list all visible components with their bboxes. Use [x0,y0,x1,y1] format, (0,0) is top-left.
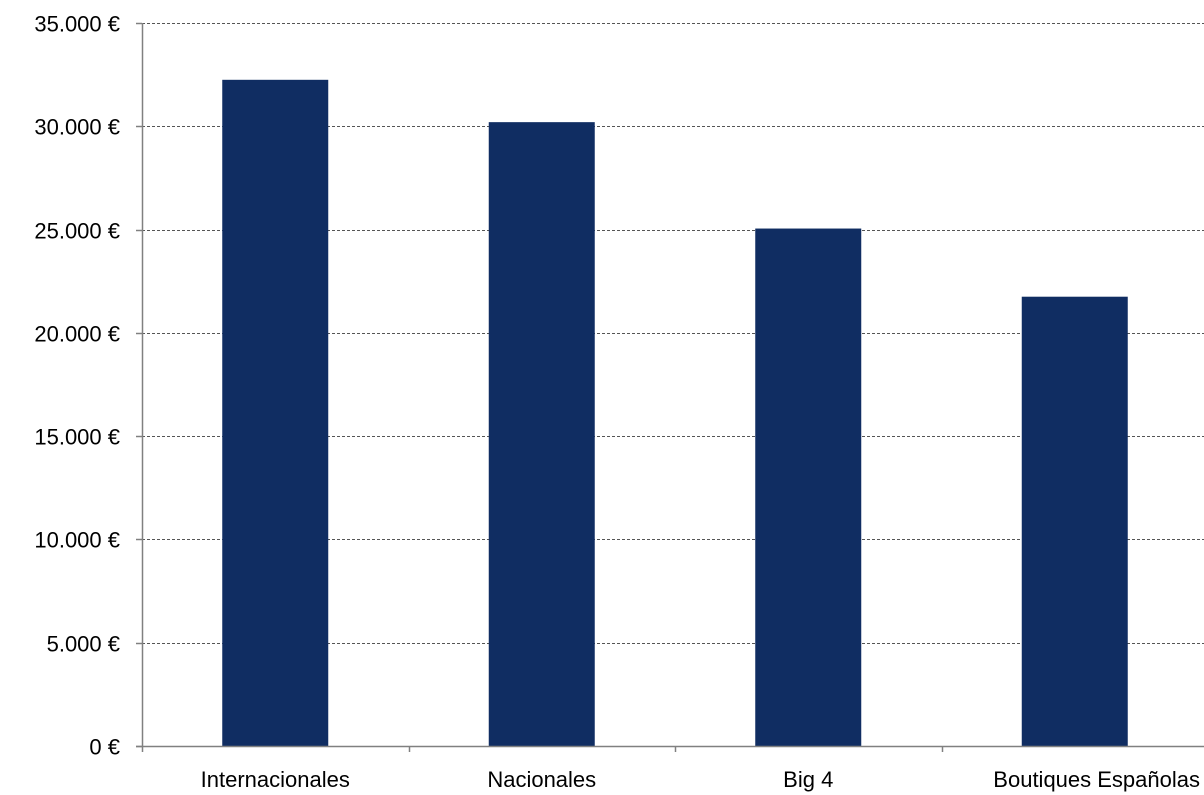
x-category-label: Nacionales [487,767,596,792]
y-tick-label: 5.000 € [47,632,120,657]
y-tick-label: 0 € [89,735,120,760]
x-category-label: Internacionales [201,767,350,792]
bar [1021,296,1128,746]
y-tick-label: 25.000 € [34,219,120,244]
bars [222,79,1128,747]
y-tick-label: 30.000 € [34,115,120,140]
y-tick-labels: 0 € 5.000 € 10.000 € 15.000 € 20.000 € 25.000… [34,12,120,760]
y-tick-label: 35.000 € [34,12,120,37]
x-category-labels: Internacionales Nacionales Big 4 Boutiques … [201,767,1200,792]
x-category-label: Big 4 [783,767,833,792]
y-tick-label: 20.000 € [34,322,120,347]
y-tick-label: 15.000 € [34,425,120,450]
bar [755,228,862,746]
x-category-label: Boutiques Españolas [993,767,1200,792]
axes [136,22,1204,752]
bar [222,79,329,747]
y-tick-label: 10.000 € [34,528,120,553]
bar [488,122,595,746]
